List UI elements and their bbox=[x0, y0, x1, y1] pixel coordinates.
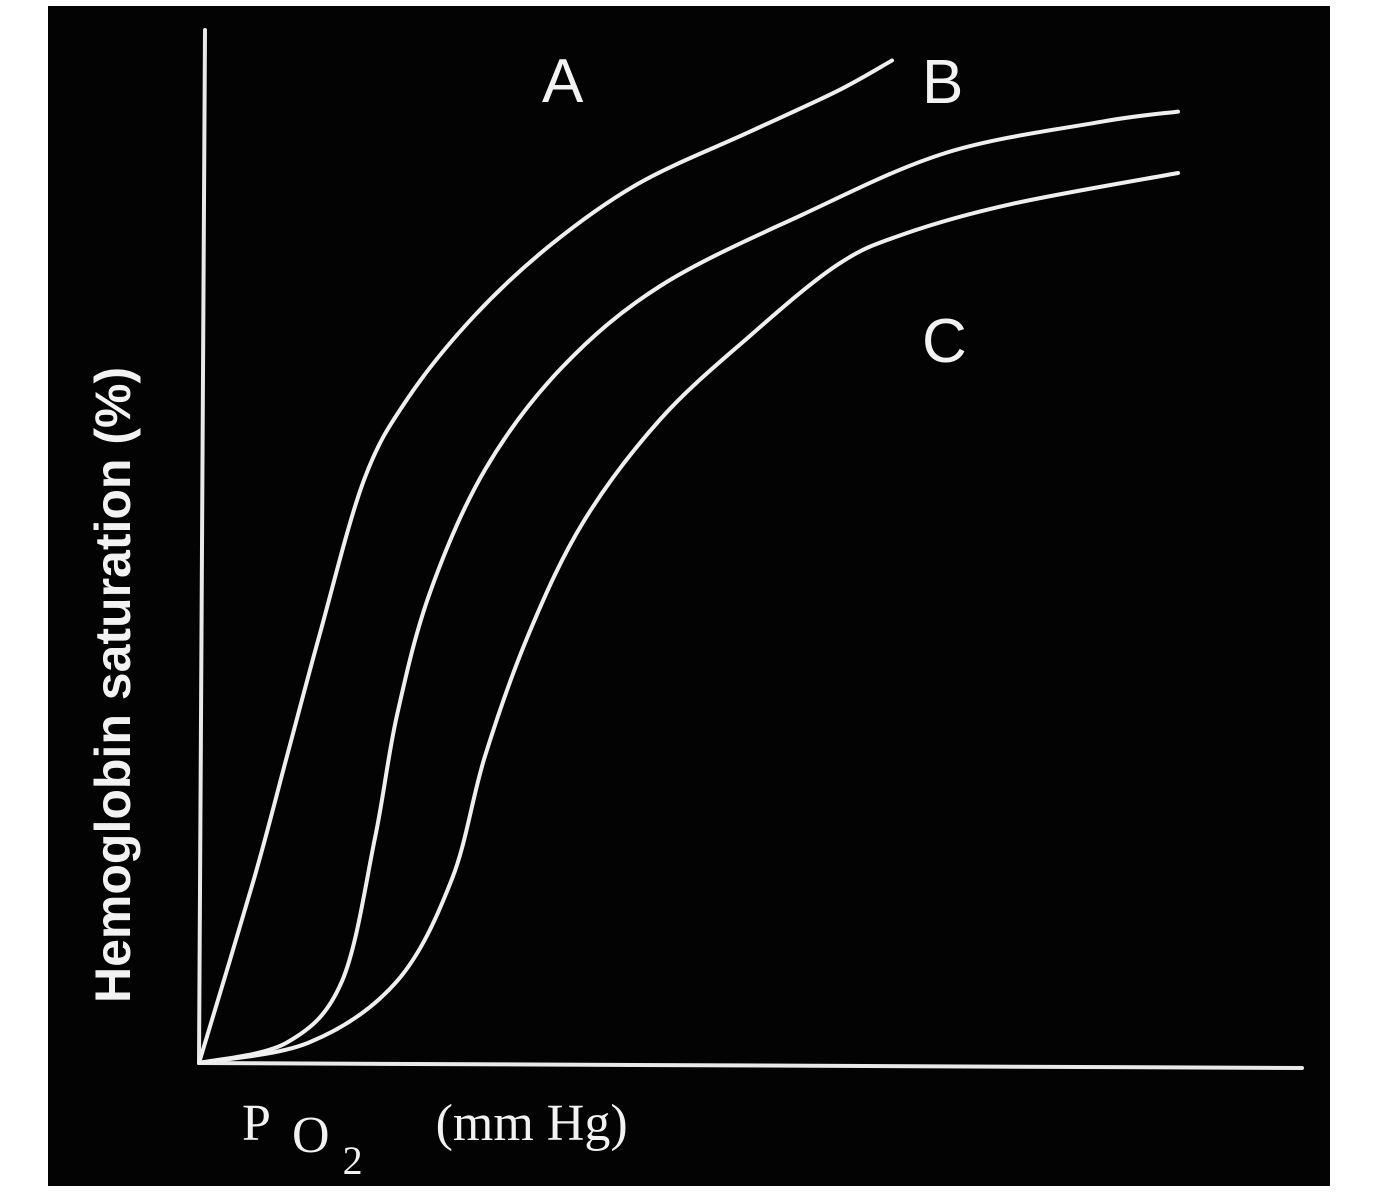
curve-c bbox=[197, 171, 1180, 1065]
y-axis-label: Hemoglobin saturation (%) bbox=[85, 367, 141, 1003]
x-axis-label-o: O bbox=[292, 1107, 330, 1164]
x-axis-label-subscript: 2 bbox=[343, 1138, 363, 1183]
y-axis bbox=[197, 28, 207, 1065]
x-axis-label-unit: (mm Hg) bbox=[436, 1095, 628, 1152]
series-label-c: C bbox=[922, 307, 967, 376]
series-label-b: B bbox=[922, 48, 963, 117]
series-label-a: A bbox=[542, 47, 584, 116]
chart-background bbox=[48, 6, 1330, 1186]
curve-b bbox=[197, 109, 1180, 1065]
x-axis-label-p: P bbox=[242, 1095, 269, 1152]
x-axis bbox=[197, 1061, 1304, 1070]
curve-a bbox=[197, 58, 894, 1065]
x-axis-label: P O 2 (mm Hg) bbox=[242, 1095, 628, 1186]
curves-group bbox=[197, 58, 1180, 1065]
